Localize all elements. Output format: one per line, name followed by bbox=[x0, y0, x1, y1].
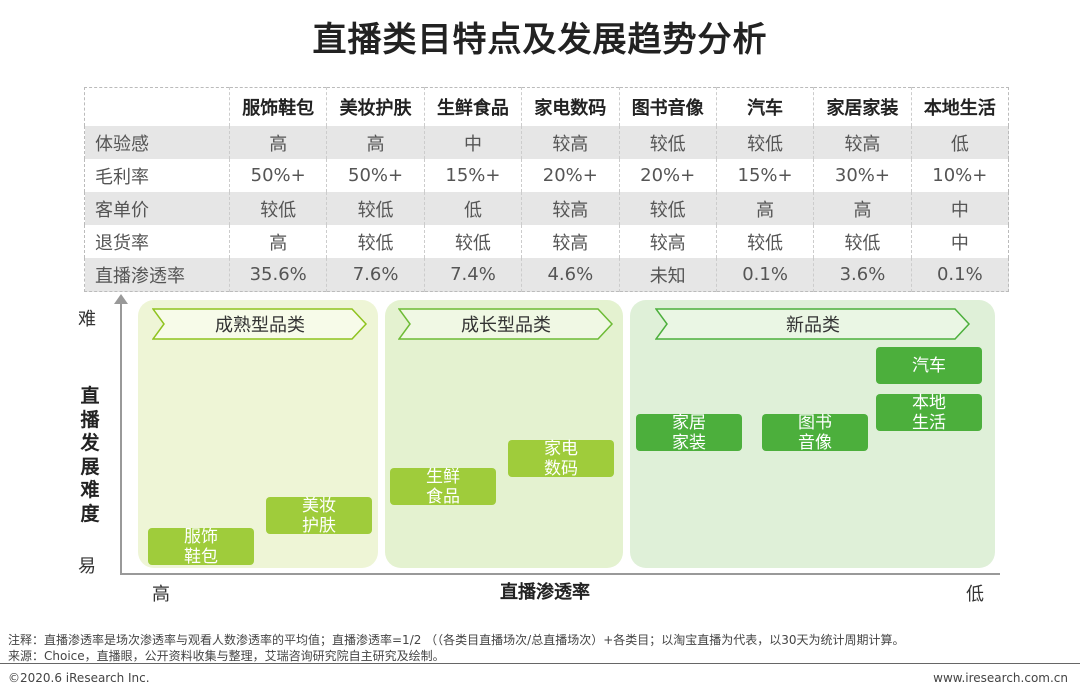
y-top-label: 难 bbox=[78, 309, 96, 330]
box-car: 汽车 bbox=[876, 347, 982, 384]
table-header-cell: 家居家装 bbox=[813, 87, 912, 126]
table-cell: 7.6% bbox=[326, 258, 425, 292]
table-cell: 高 bbox=[229, 225, 328, 258]
table-header-cell: 服饰鞋包 bbox=[229, 87, 328, 126]
note-text: 注释：直播渗透率是场次渗透率与观看人数渗透率的平均值；直播渗透率=1/2 （（各… bbox=[8, 633, 905, 647]
growth-region bbox=[385, 300, 623, 568]
table-body: 体验感高高中较高 较低 较低 较高低毛利率 50%+ 50%+ 15%+ 20%+ 20%+ 15… bbox=[84, 126, 1009, 292]
table-header-cell: 汽车 bbox=[716, 87, 815, 126]
table-row-label: 退货率 bbox=[84, 225, 230, 258]
table-cell: 35.6% bbox=[229, 258, 328, 292]
table-cell: 20%+ bbox=[619, 159, 717, 192]
up-arrow-icon bbox=[114, 294, 128, 304]
source-text: 来源：Choice，直播眼，公开资料收集与整理，艾瑞咨询研究院自主研究及绘制。 bbox=[8, 649, 445, 663]
table-row: 毛利率 50%+ 50%+ 15%+ 20%+ 20%+ 15%+ 30%+ 10%+ bbox=[84, 159, 1009, 192]
table-row-label: 毛利率 bbox=[84, 159, 230, 192]
table-cell: 未知 bbox=[619, 258, 717, 292]
table-cell: 0.1% bbox=[716, 258, 815, 292]
table-cell: 中 bbox=[911, 192, 1009, 225]
table-cell: 较低 bbox=[716, 126, 815, 159]
new-label: 新品类 bbox=[786, 315, 840, 336]
table-header-cell: 家电数码 bbox=[521, 87, 620, 126]
table-header-cell bbox=[84, 87, 230, 126]
mature-label: 成熟型品类 bbox=[215, 315, 305, 336]
table-cell: 较高 bbox=[521, 192, 620, 225]
table-row-label: 客单价 bbox=[84, 192, 230, 225]
chevron-arrow-icon bbox=[151, 308, 368, 340]
table-cell: 50%+ bbox=[229, 159, 328, 192]
table-cell: 7.4% bbox=[424, 258, 523, 292]
box-fresh: 生鲜 食品 bbox=[390, 467, 496, 507]
table-header-row: 服饰鞋包 美妆护肤 生鲜食品 家电数码 图书音像 汽车 家居家装 本地生活 bbox=[84, 87, 1009, 126]
table-cell: 50%+ bbox=[326, 159, 425, 192]
box-local: 本地 生活 bbox=[876, 393, 982, 433]
table-cell: 20%+ bbox=[521, 159, 620, 192]
box-appliance: 家电 数码 bbox=[508, 439, 614, 479]
table-cell: 较低 bbox=[716, 225, 815, 258]
table-header-cell: 图书音像 bbox=[619, 87, 717, 126]
table-cell: 高 bbox=[229, 126, 328, 159]
table-cell: 中 bbox=[424, 126, 523, 159]
x-axis-title: 直播渗透率 bbox=[500, 582, 590, 603]
x-axis bbox=[120, 573, 1000, 575]
y-axis bbox=[120, 300, 122, 575]
mature-chevron: 成熟型品类 bbox=[151, 308, 368, 340]
table-row: 直播渗透率 35.6% 7.6% 7.4% 4.6% 未知 0.1% 3.6% 0.1% bbox=[84, 258, 1009, 292]
table-cell: 高 bbox=[813, 192, 912, 225]
footer-divider bbox=[0, 663, 1080, 664]
table-cell: 较低 bbox=[813, 225, 912, 258]
table-row: 客单价 较低 较低低较高 较低高高中 bbox=[84, 192, 1009, 225]
table-cell: 15%+ bbox=[716, 159, 815, 192]
table-cell: 15%+ bbox=[424, 159, 523, 192]
table-cell: 较低 bbox=[229, 192, 328, 225]
table-cell: 30%+ bbox=[813, 159, 912, 192]
table-cell: 高 bbox=[716, 192, 815, 225]
box-home: 家居 家装 bbox=[636, 413, 742, 453]
table-cell: 较低 bbox=[326, 225, 425, 258]
table-cell: 较低 bbox=[424, 225, 523, 258]
footer-url: www.iresearch.com.cn bbox=[933, 671, 1068, 685]
chevron-arrow-icon bbox=[397, 308, 614, 340]
table-cell: 较低 bbox=[326, 192, 425, 225]
table-header-cell: 生鲜食品 bbox=[424, 87, 523, 126]
table-header-cell: 本地生活 bbox=[911, 87, 1009, 126]
growth-chevron: 成长型品类 bbox=[397, 308, 614, 340]
table-cell: 较高 bbox=[813, 126, 912, 159]
table-cell: 较低 bbox=[619, 126, 717, 159]
table-cell: 高 bbox=[326, 126, 425, 159]
table-header-cell: 美妆护肤 bbox=[326, 87, 425, 126]
table-cell: 10%+ bbox=[932, 165, 988, 186]
category-table: 服饰鞋包 美妆护肤 生鲜食品 家电数码 图书音像 汽车 家居家装 本地生活 体验感高高中较高较… bbox=[84, 87, 1009, 292]
box-books: 图书 音像 bbox=[762, 413, 868, 453]
x-left-label: 高 bbox=[152, 584, 170, 605]
table-cell: 较高 bbox=[521, 126, 620, 159]
table-row-label: 直播渗透率 bbox=[84, 258, 230, 292]
box-beauty: 美妆 护肤 bbox=[266, 496, 372, 536]
table-row-label: 体验感 bbox=[84, 126, 230, 159]
table-row: 退货率高较低 较低 较高 较高 较低 较低中 bbox=[84, 225, 1009, 258]
footer-copyright: ©2020.6 iResearch Inc. bbox=[8, 671, 150, 685]
table-cell: 3.6% bbox=[813, 258, 912, 292]
box-fashion: 服饰 鞋包 bbox=[148, 527, 254, 567]
chevron-arrow-icon bbox=[654, 308, 971, 340]
new-chevron: 新品类 bbox=[654, 308, 971, 340]
table-cell: 4.6% bbox=[521, 258, 620, 292]
table-cell: 0.1% bbox=[911, 258, 1009, 292]
table-cell: 较低 bbox=[619, 192, 717, 225]
table-cell: 中 bbox=[950, 232, 969, 254]
page-title: 直播类目特点及发展趋势分析 bbox=[312, 20, 768, 60]
x-right-label: 低 bbox=[966, 584, 984, 605]
y-bottom-label: 易 bbox=[78, 556, 96, 577]
table-cell: 低 bbox=[424, 192, 523, 225]
table-row: 体验感高高中较高 较低 较低 较高低 bbox=[84, 126, 1009, 159]
growth-label: 成长型品类 bbox=[461, 315, 551, 336]
table-cell: 较高 bbox=[619, 225, 717, 258]
table-cell: 低 bbox=[911, 126, 1009, 159]
y-axis-title: 直播发展难度 bbox=[80, 385, 100, 525]
table-cell: 较高 bbox=[521, 225, 620, 258]
